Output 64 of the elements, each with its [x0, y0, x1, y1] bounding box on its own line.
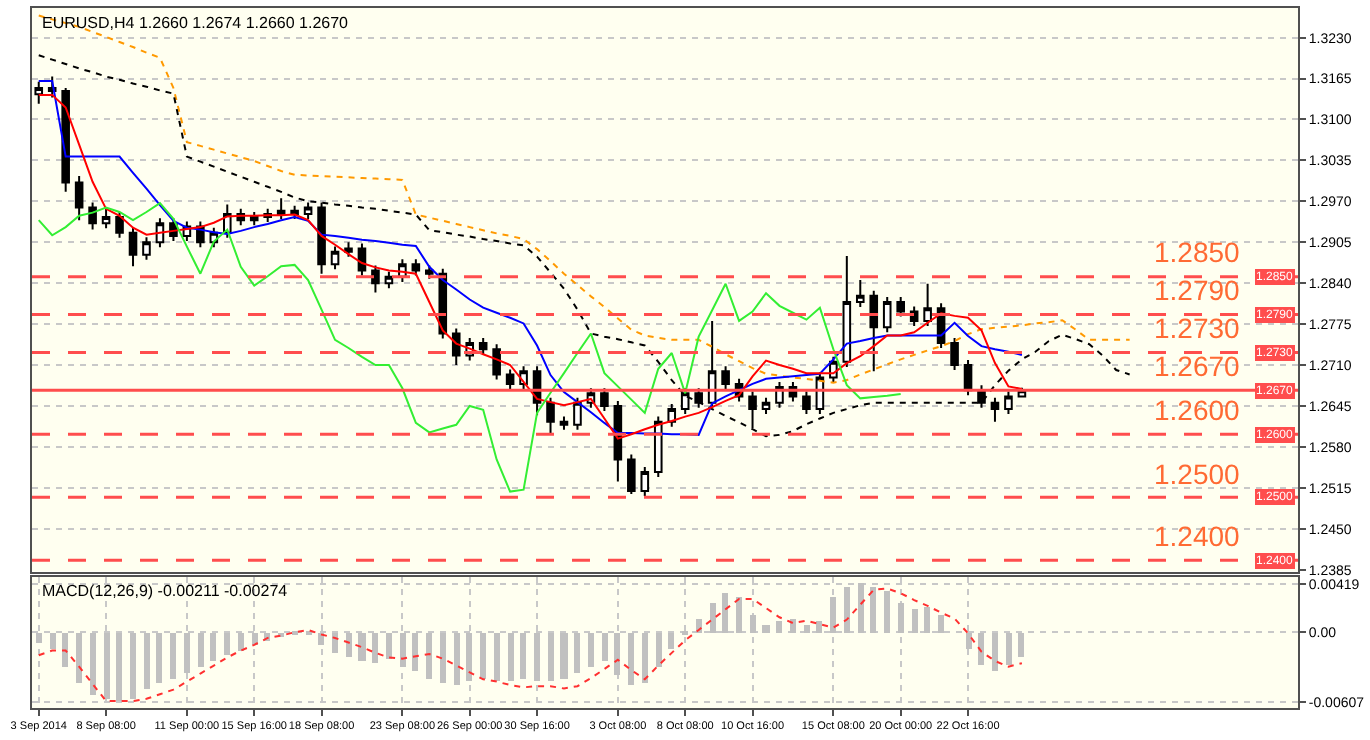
- candlestick: [573, 396, 582, 431]
- candlestick: [74, 175, 84, 222]
- text: 1.2500: [1154, 458, 1240, 490]
- candlestick: [761, 396, 771, 416]
- candlestick: [478, 336, 488, 356]
- candlestick: [680, 387, 690, 416]
- candlestick: [546, 396, 555, 436]
- chart-title: EURUSD,H4 1.2660 1.2674 1.2660 1.2670: [42, 14, 350, 32]
- bar: [494, 633, 500, 682]
- candlestick: [411, 258, 421, 277]
- candlestick: [505, 368, 515, 390]
- candlestick: [842, 255, 852, 368]
- bar: [50, 633, 56, 650]
- candlestick: [653, 415, 663, 479]
- line-series: [37, 587, 1023, 703]
- candlestick: [869, 289, 879, 373]
- candlestick: [694, 387, 703, 409]
- candlestick: [990, 396, 1000, 423]
- candlestick: [600, 387, 609, 412]
- candlestick: [721, 365, 730, 390]
- candlestick: [627, 453, 636, 496]
- bar: [884, 591, 890, 634]
- text: 1.2600: [1154, 394, 1240, 426]
- text: 1.2400: [1154, 520, 1240, 552]
- candlestick: [950, 336, 959, 372]
- bar: [170, 633, 176, 680]
- candlestick: [344, 241, 353, 258]
- candlestick: [748, 390, 757, 429]
- candlestick: [330, 245, 340, 271]
- candlestick: [276, 197, 286, 220]
- candlestick: [802, 390, 811, 416]
- candlestick: [896, 296, 905, 318]
- bar: [62, 633, 68, 668]
- candlestick: [128, 226, 138, 268]
- candlestick: [1004, 390, 1013, 416]
- line-series: [37, 14, 1131, 384]
- candlestick: [303, 201, 313, 220]
- candlestick: [492, 343, 501, 381]
- candlestick: [384, 270, 394, 290]
- candlestick: [640, 465, 650, 497]
- candlestick: [115, 211, 124, 239]
- bar: [602, 633, 608, 662]
- chart-title: MACD(12,26,9) -0.00211 -0.00274: [42, 582, 289, 600]
- candlestick: [317, 201, 326, 275]
- candlestick: [101, 206, 111, 230]
- bar: [762, 625, 770, 634]
- candlestick: [451, 327, 461, 366]
- candlestick: [855, 279, 865, 309]
- bar: [776, 621, 782, 634]
- candlestick: [667, 403, 677, 428]
- candlestick: [371, 264, 380, 294]
- line-series: [37, 202, 902, 493]
- line-series: [37, 54, 1131, 438]
- candlestick: [882, 296, 892, 334]
- candlestick: [909, 305, 919, 327]
- text: 1.2850: [1154, 236, 1240, 268]
- candlestick: [142, 236, 151, 261]
- candlestick: [559, 415, 569, 431]
- text: 1.2730: [1154, 312, 1240, 344]
- candlestick: [34, 80, 44, 105]
- candlestick: [923, 282, 932, 327]
- text: 1.2790: [1154, 274, 1240, 306]
- text: 1.2670: [1154, 350, 1240, 382]
- bar: [386, 633, 392, 660]
